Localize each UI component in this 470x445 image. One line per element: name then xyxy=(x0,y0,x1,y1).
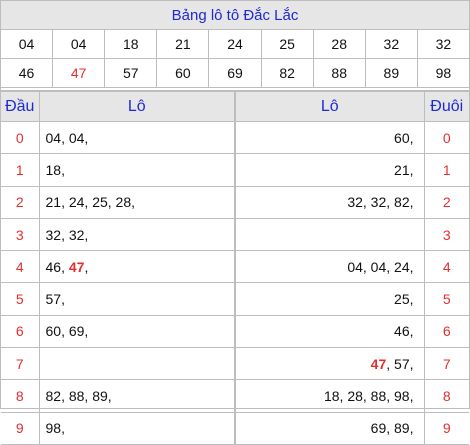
lo-right-cell: 21, xyxy=(234,153,425,187)
loto-head-tail-table: Đầu Lô Lô Đuôi 0 04, 04, 60, 0 1 18, 21,… xyxy=(1,91,469,445)
header-duoi: Đuôi xyxy=(423,91,469,122)
table-header-row: Đầu Lô Lô Đuôi xyxy=(1,91,469,122)
number-cell: 25 xyxy=(262,30,314,58)
header-lo-right: Lô xyxy=(234,91,425,122)
number-cell: 04 xyxy=(53,30,106,58)
dau-cell: 4 xyxy=(1,250,40,284)
table-row: 7 47, 57, 7 xyxy=(1,347,469,381)
dau-cell: 8 xyxy=(1,379,40,413)
divider xyxy=(1,88,469,91)
number-cell: 57 xyxy=(105,59,158,87)
dau-cell: 2 xyxy=(1,185,40,219)
table-row: 9 98, 69, 89, 9 xyxy=(1,411,469,445)
lo-right-cell xyxy=(234,217,425,252)
lo-text: , 57, xyxy=(386,355,414,372)
number-cell: 60 xyxy=(157,59,210,87)
dau-cell: 5 xyxy=(1,282,40,316)
duoi-cell: 2 xyxy=(423,185,469,219)
duoi-cell: 7 xyxy=(423,347,469,381)
lo-left-cell: 04, 04, xyxy=(38,120,236,155)
dau-cell: 1 xyxy=(1,153,40,187)
lo-right-cell: 46, xyxy=(234,314,425,349)
numbers-row-2: 46 47 57 60 69 82 88 89 98 xyxy=(1,59,469,88)
table-row: 0 04, 04, 60, 0 xyxy=(1,120,469,155)
lo-highlight: 47 xyxy=(370,355,387,372)
lo-left-cell: 46, 47, xyxy=(38,250,236,284)
number-cell: 82 xyxy=(262,59,314,87)
lo-left-cell: 32, 32, xyxy=(38,217,236,252)
dau-cell: 7 xyxy=(1,347,40,381)
duoi-cell: 6 xyxy=(423,314,469,349)
dau-cell: 9 xyxy=(1,411,40,445)
duoi-cell: 0 xyxy=(423,120,469,155)
table-row: 4 46, 47, 04, 04, 24, 4 xyxy=(1,250,469,284)
table-row: 5 57, 25, 5 xyxy=(1,282,469,316)
number-cell: 46 xyxy=(1,59,54,87)
number-cell: 18 xyxy=(105,30,158,58)
number-cell: 89 xyxy=(366,59,418,87)
lo-right-cell: 60, xyxy=(234,120,425,155)
lo-text: 46, xyxy=(45,258,69,275)
header-dau: Đầu xyxy=(1,91,40,122)
number-cell: 21 xyxy=(157,30,210,58)
table-row: 6 60, 69, 46, 6 xyxy=(1,314,469,349)
table-row: 2 21, 24, 25, 28, 32, 32, 82, 2 xyxy=(1,185,469,219)
duoi-cell: 9 xyxy=(423,411,469,445)
lo-right-cell: 32, 32, 82, xyxy=(234,185,425,219)
table-row: 8 82, 88, 89, 18, 28, 88, 98, 8 xyxy=(1,379,469,413)
lo-left-cell: 98, xyxy=(38,411,236,445)
number-cell: 98 xyxy=(435,65,452,81)
dau-cell: 0 xyxy=(1,120,40,155)
lo-right-cell: 69, 89, xyxy=(234,411,425,445)
duoi-cell: 4 xyxy=(423,250,469,284)
lo-left-cell xyxy=(38,347,236,381)
lo-left-cell: 82, 88, 89, xyxy=(38,379,236,413)
table-row: 3 32, 32, 3 xyxy=(1,217,469,252)
duoi-cell: 5 xyxy=(423,282,469,316)
number-cell: 88 xyxy=(314,59,366,87)
number-cell: 28 xyxy=(314,30,366,58)
number-cell: 24 xyxy=(209,30,262,58)
duoi-cell: 1 xyxy=(423,153,469,187)
duoi-cell: 3 xyxy=(423,217,469,252)
lo-left-cell: 18, xyxy=(38,153,236,187)
number-cell: 32 xyxy=(366,30,418,58)
table-row: 1 18, 21, 1 xyxy=(1,153,469,187)
numbers-row-1: 04 04 18 21 24 25 28 32 32 xyxy=(1,30,469,59)
lo-left-cell: 60, 69, xyxy=(38,314,236,349)
lo-right-cell: 04, 04, 24, xyxy=(234,250,425,284)
number-cell-highlighted: 47 xyxy=(53,59,106,87)
lo-left-cell: 21, 24, 25, 28, xyxy=(38,185,236,219)
lo-right-cell: 47, 57, xyxy=(234,347,425,381)
duoi-cell: 8 xyxy=(423,379,469,413)
header-lo-left: Lô xyxy=(38,91,236,122)
dau-cell: 6 xyxy=(1,314,40,349)
dau-cell: 3 xyxy=(1,217,40,252)
lo-right-cell: 25, xyxy=(234,282,425,316)
number-cell: 32 xyxy=(435,36,452,52)
number-cell: 69 xyxy=(209,59,262,87)
lo-right-cell: 18, 28, 88, 98, xyxy=(234,379,425,413)
table-title: Bảng lô tô Đắc Lắc xyxy=(1,1,469,30)
lo-highlight: 47 xyxy=(68,258,85,275)
lo-left-cell: 57, xyxy=(38,282,236,316)
lo-text: , xyxy=(84,258,89,275)
number-cell: 04 xyxy=(1,30,54,58)
